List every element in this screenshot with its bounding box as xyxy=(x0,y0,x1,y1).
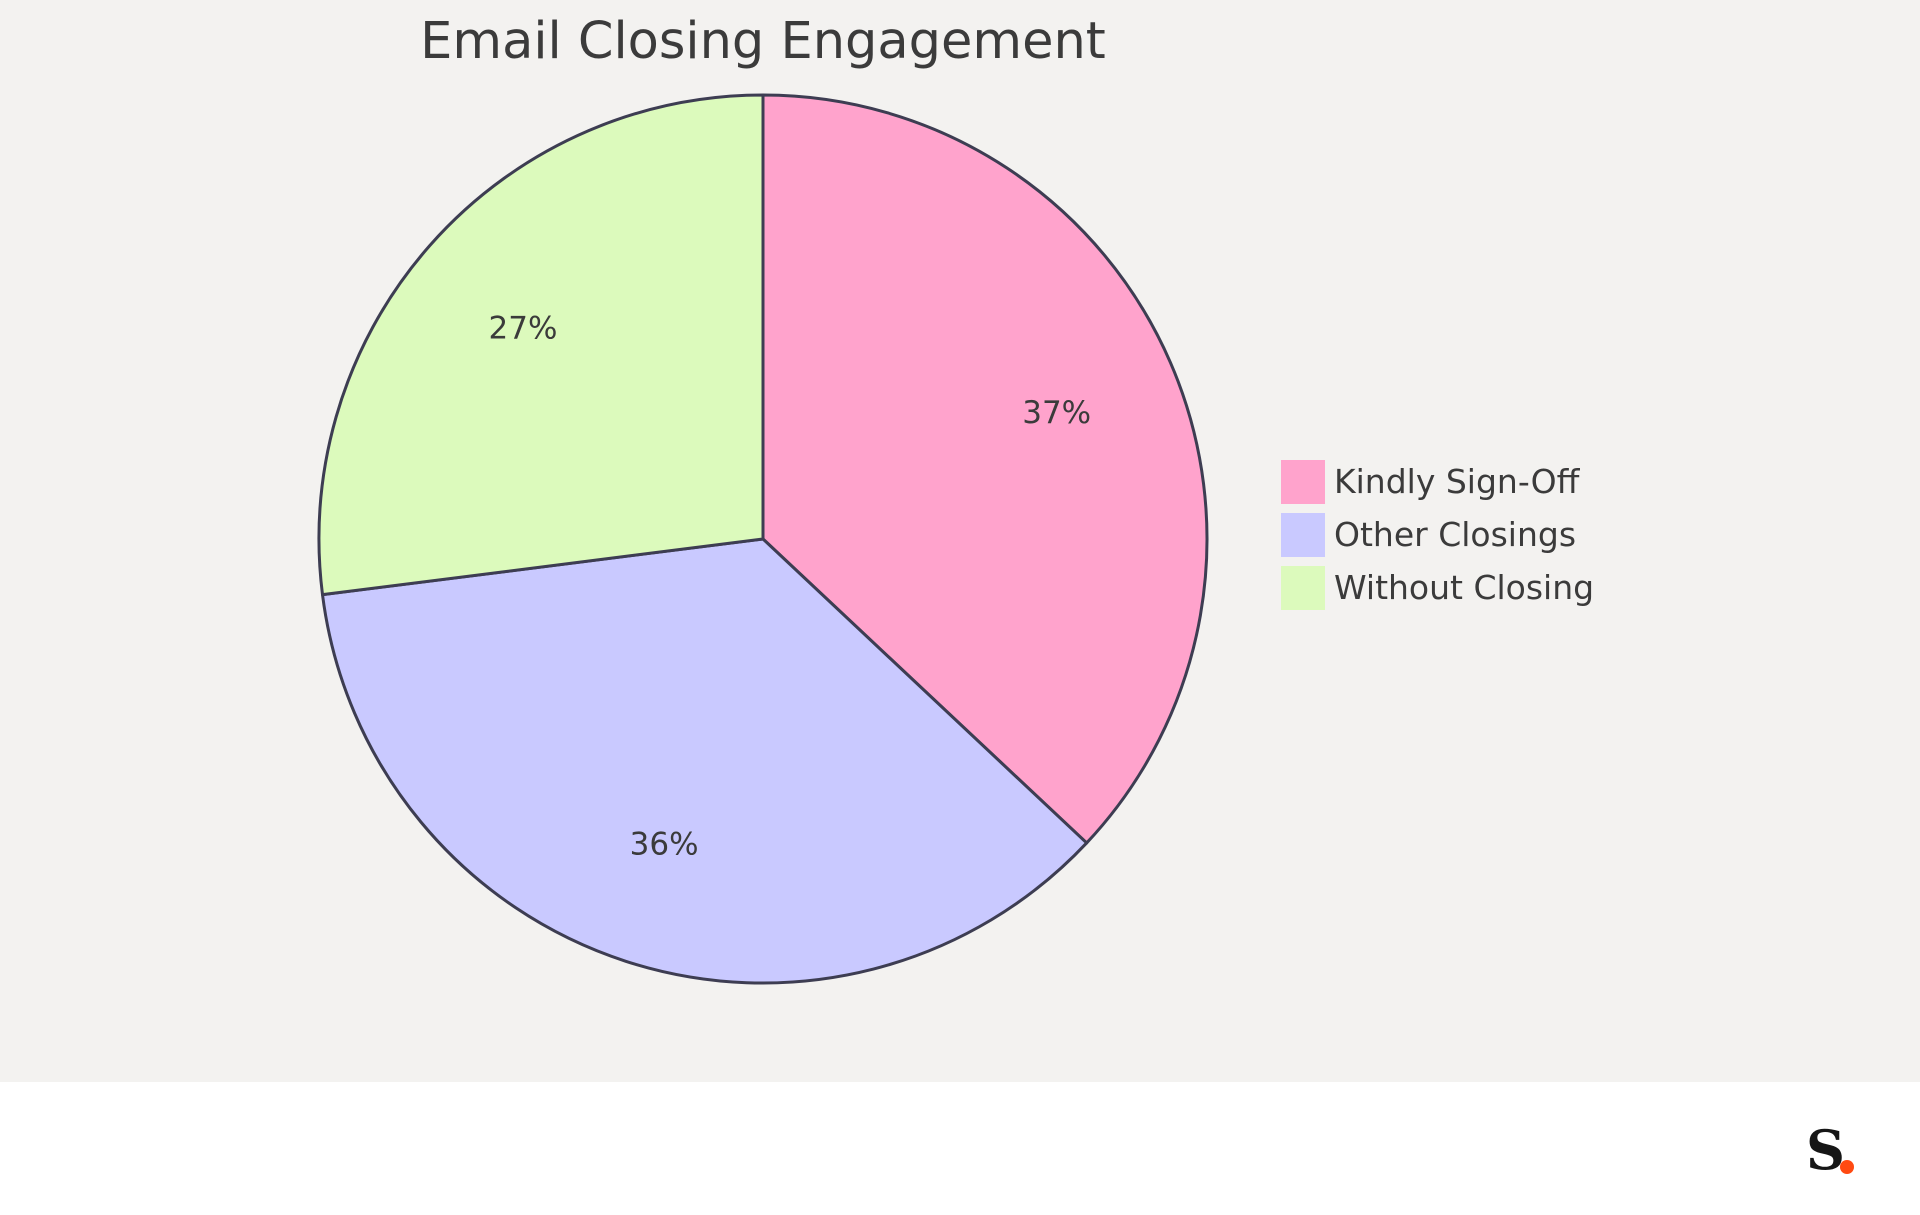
legend-label-other-closings: Other Closings xyxy=(1334,515,1576,554)
pie-slice-other-closings xyxy=(321,537,1089,985)
footer xyxy=(0,1082,1920,1215)
chart-title: Email Closing Engagement xyxy=(420,12,1106,71)
pie-slice-without-closing xyxy=(317,93,765,597)
legend-label-kindly-sign-off: Kindly Sign-Off xyxy=(1334,462,1581,501)
legend-label-without-closing: Without Closing xyxy=(1334,568,1594,607)
pie-slices xyxy=(317,93,1209,985)
legend-swatch-kindly-sign-off xyxy=(1281,460,1325,504)
brand-logo: S xyxy=(1806,1120,1866,1180)
slice-label-without-closing: 27% xyxy=(489,310,558,346)
slice-label-kindly-sign-off: 37% xyxy=(1022,395,1091,431)
logo-letter: S xyxy=(1806,1118,1845,1182)
pie-chart: Email Closing Engagement 37% 36% 27% Kindl… xyxy=(317,12,1594,985)
legend: Kindly Sign-Off Other Closings Without Clo… xyxy=(1281,460,1594,610)
legend-swatch-other-closings xyxy=(1281,513,1325,557)
logo-dot xyxy=(1840,1160,1854,1174)
pie-slice-kindly-sign-off xyxy=(761,93,1209,845)
slice-label-other-closings: 36% xyxy=(630,826,699,862)
pie-slice-labels: 37% 36% 27% xyxy=(489,310,1092,862)
legend-swatch-without-closing xyxy=(1281,566,1325,610)
chart-area: Email Closing Engagement 37% 36% 27% Kindl… xyxy=(0,0,1920,1082)
